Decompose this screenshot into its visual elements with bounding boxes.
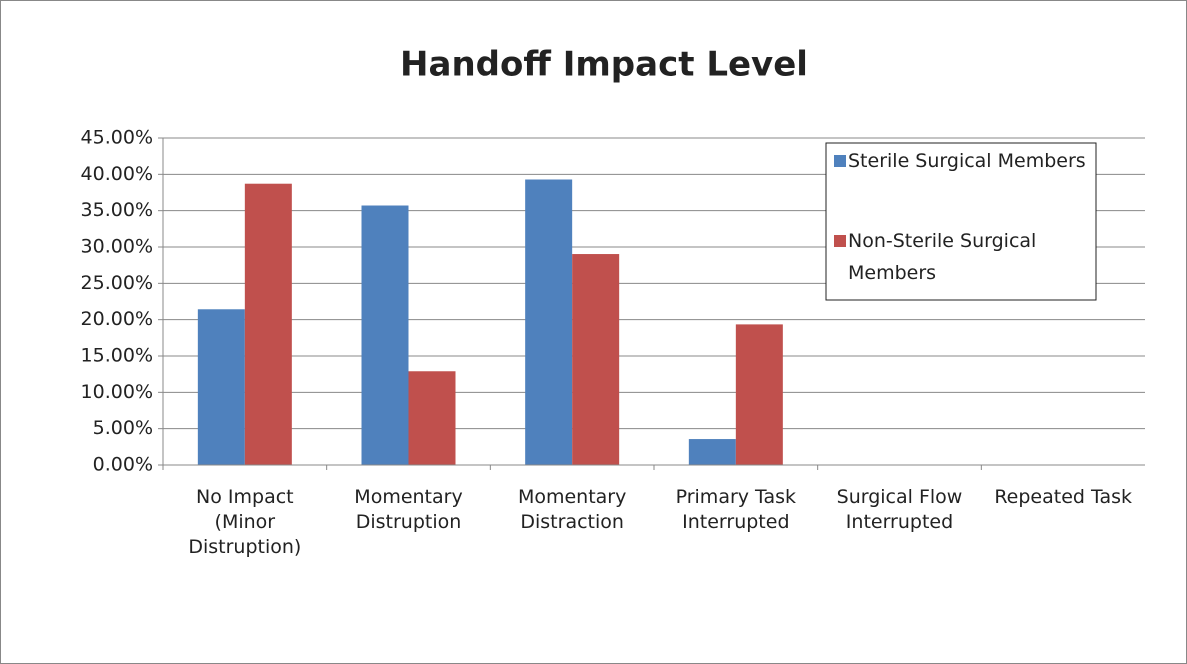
legend-swatch	[834, 155, 846, 167]
legend-swatch	[834, 235, 846, 247]
x-tick-label: No Impact (Minor Distruption)	[188, 486, 302, 558]
y-tick-label: 0.00%	[93, 454, 153, 476]
bar	[197, 309, 245, 465]
bar	[525, 179, 573, 465]
y-tick-label: 10.00%	[81, 381, 153, 403]
y-tick-label: 35.00%	[81, 199, 153, 221]
x-tick-label: Primary Task Interrupted	[675, 486, 797, 533]
y-tick-label: 5.00%	[93, 417, 153, 439]
y-tick-label: 40.00%	[81, 163, 153, 185]
bar	[408, 371, 456, 465]
legend-label: Sterile Surgical Members	[848, 150, 1086, 172]
x-tick-label: Repeated Task	[994, 486, 1132, 508]
y-tick-label: 20.00%	[81, 308, 153, 330]
y-tick-label: 15.00%	[81, 345, 153, 367]
bar	[244, 183, 292, 465]
legend-box	[825, 142, 1097, 301]
y-tick-label: 45.00%	[81, 127, 153, 149]
bar	[688, 439, 736, 465]
bar	[735, 324, 783, 465]
y-tick-label: 30.00%	[81, 236, 153, 258]
bar	[572, 254, 620, 465]
chart-title: Handoff Impact Level	[400, 45, 808, 85]
x-tick-label: Momentary Distruption	[354, 486, 463, 533]
x-tick-label: Surgical Flow Interrupted	[836, 486, 963, 533]
x-tick-label: Momentary Distraction	[517, 486, 627, 533]
legend-label: Non-Sterile Surgical Members	[848, 230, 1037, 284]
bar	[361, 205, 409, 466]
y-tick-label: 25.00%	[81, 272, 153, 294]
